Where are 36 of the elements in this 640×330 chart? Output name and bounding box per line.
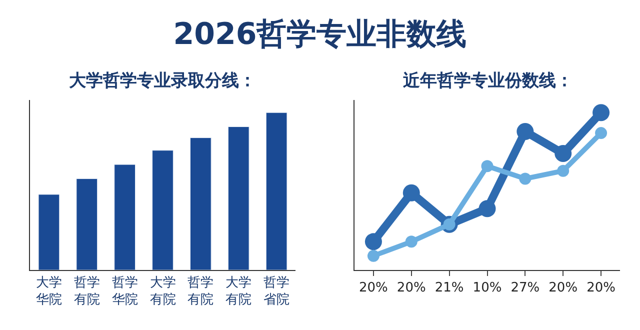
- bar: [152, 150, 174, 270]
- point: [557, 164, 570, 177]
- point: [367, 250, 380, 262]
- x-tick-label: 哲学华院: [112, 276, 138, 308]
- point: [519, 172, 532, 185]
- x-tick-label: 大学华院: [36, 276, 62, 308]
- bar: [38, 194, 60, 270]
- x-tick-label: 10%: [472, 280, 502, 296]
- point: [516, 122, 534, 140]
- chart-title: 2026哲学专业非数线: [173, 17, 467, 52]
- chart-subtitle: 近年哲学专业份数线：: [402, 71, 573, 91]
- x-tick-label: 20%: [359, 280, 388, 296]
- x-tick-label: 20%: [548, 280, 578, 296]
- point: [554, 145, 572, 162]
- point: [595, 127, 608, 140]
- chart-subtitle: 大学哲学专业录取分线：: [69, 71, 256, 91]
- x-tick-label: 20%: [586, 280, 616, 296]
- x-tick-label: 哲学省院: [264, 276, 290, 308]
- x-tick-label: 大学有院: [150, 276, 176, 308]
- x-tick-label: 哲学有院: [74, 276, 100, 308]
- point: [478, 200, 496, 218]
- bar: [76, 178, 98, 270]
- bar: [114, 164, 136, 270]
- x-tick-label: 21%: [434, 280, 464, 296]
- x-tick-label: 哲学有院: [188, 276, 214, 308]
- point: [364, 233, 382, 250]
- point: [405, 236, 418, 248]
- x-tick-label: 大学有院: [226, 276, 252, 308]
- point: [592, 104, 610, 122]
- bar: [266, 112, 288, 270]
- point: [481, 160, 494, 172]
- bar: [190, 138, 212, 270]
- x-tick-label: 20%: [396, 280, 426, 296]
- point: [402, 184, 420, 202]
- bar: [228, 126, 250, 270]
- x-tick-label: 27%: [510, 280, 540, 296]
